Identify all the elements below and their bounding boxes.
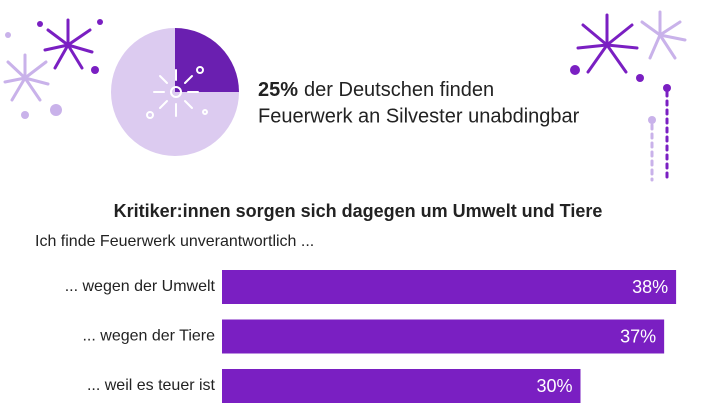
firework-left [3,32,62,119]
bar-chart: ... wegen der Umwelt 38% ... wegen der Tie… [65,270,677,403]
value-label: 30% [536,376,572,396]
pie-chart [111,28,239,156]
value-label: 38% [632,277,668,297]
pie-slice [111,28,239,156]
annotation-line: der Deutschen finden [304,79,494,101]
firework-right-light [640,10,687,182]
bar [222,270,677,304]
firework-left-dark [37,18,103,74]
firework-right [570,13,671,182]
pie-annotation: 25% der Deutschen finden [258,79,494,101]
bar [222,369,581,403]
pie-icon [146,66,208,119]
bar [222,319,665,354]
annotation-line: Feuerwerk an Silvester unabdingbar [258,105,580,127]
category-label: ... weil es teuer ist [87,377,216,394]
pie-value-label: 25% [258,79,298,101]
value-label: 37% [620,326,656,346]
bar-chart-title: Kritiker:innen sorgen sich dagegen um Um… [114,201,603,221]
category-label: ... wegen der Umwelt [65,278,216,295]
category-label: ... wegen der Tiere [82,328,215,345]
bar-chart-subtitle: Ich finde Feuerwerk unverantwortlich ... [35,233,314,250]
